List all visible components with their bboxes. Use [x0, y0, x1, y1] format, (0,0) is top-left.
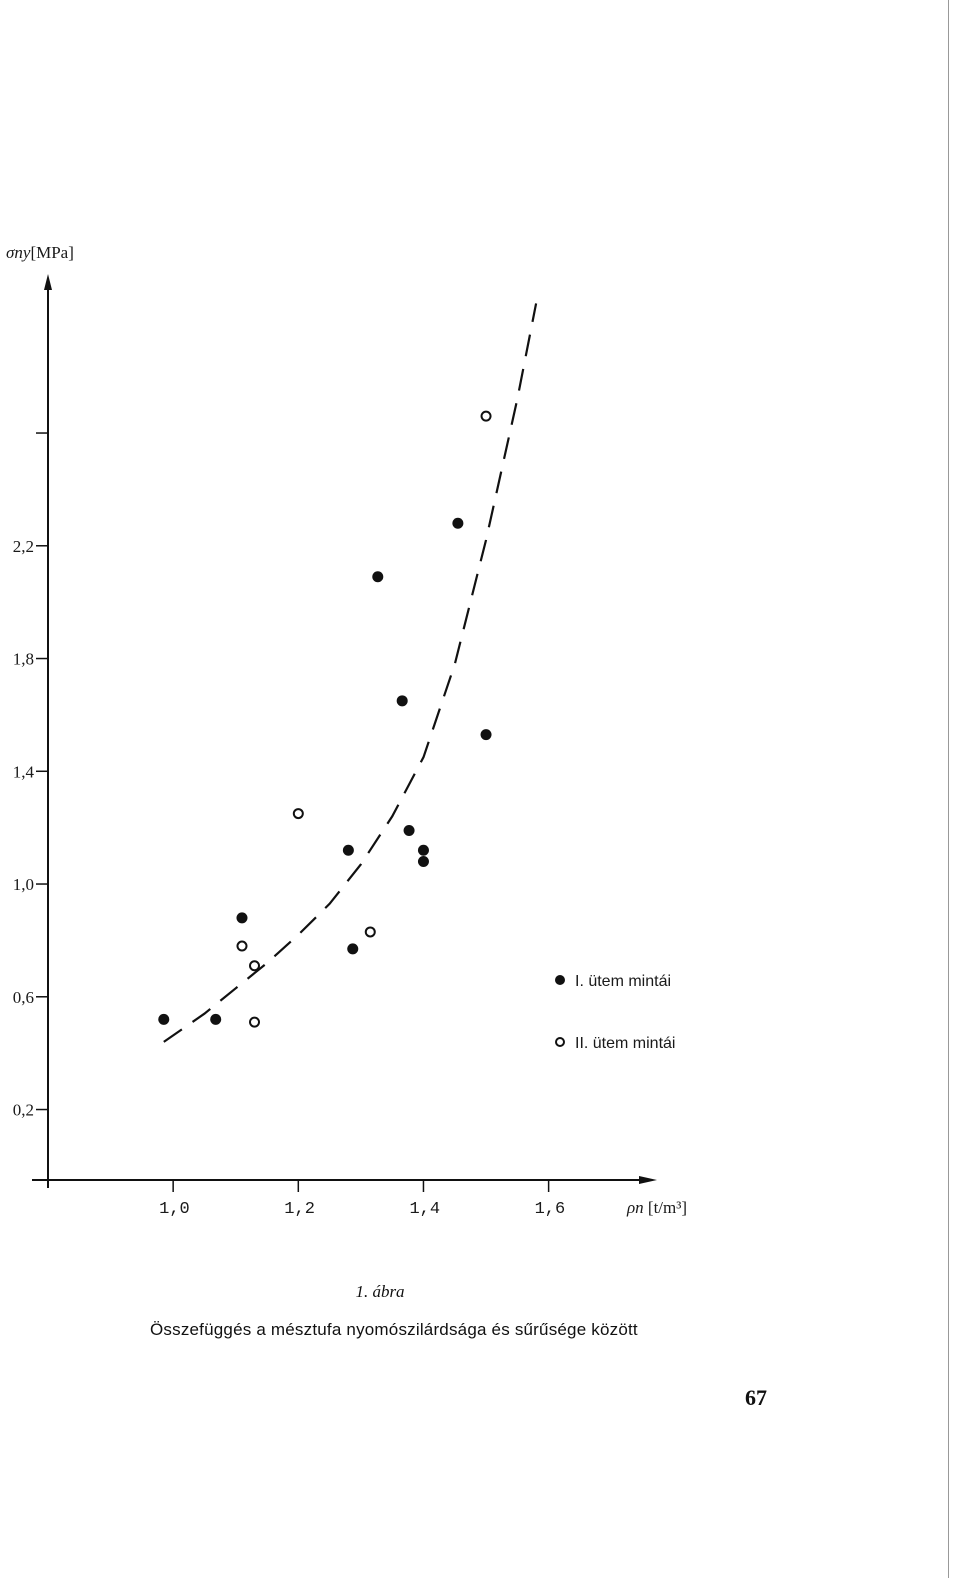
data-point-series-1: [347, 943, 359, 955]
figure-number: 1. ábra: [355, 1282, 405, 1301]
data-point-series-1: [372, 571, 384, 583]
x-tick-label: 1,4: [409, 1200, 440, 1219]
page-number: 67: [745, 1385, 767, 1410]
data-point-series-1: [452, 517, 464, 529]
data-point-series-2: [236, 940, 248, 952]
scan-edge-line: [948, 0, 949, 1578]
axis-labels: σny[MPa] ρn [t/m³]: [6, 243, 687, 1217]
chart-legend: I. ütem mintái II. ütem mintái: [555, 973, 675, 1052]
x-axis-title: ρn [t/m³]: [626, 1198, 687, 1217]
data-point-series-1: [480, 729, 492, 741]
chart-axes: [32, 274, 657, 1188]
y-tick-label: 0,6: [13, 988, 34, 1007]
x-tick-label: 1,0: [159, 1200, 190, 1219]
y-axis-symbol: σny: [6, 243, 31, 262]
trend-line: [163, 303, 538, 1043]
y-axis-arrow: [44, 274, 52, 290]
data-point-series-1: [417, 844, 429, 856]
y-tick-label: 1,8: [13, 650, 34, 669]
data-point-series-1: [158, 1013, 170, 1025]
data-point-series-1: [210, 1013, 222, 1025]
data-point-series-2: [364, 926, 376, 938]
data-point-series-2: [249, 1016, 261, 1028]
data-point-series-1: [342, 844, 354, 856]
data-point-series-2: [249, 960, 261, 972]
y-tick-label: 2,2: [13, 537, 34, 556]
legend-label: I. ütem mintái: [575, 973, 671, 990]
data-point-series-2: [480, 410, 492, 422]
y-axis-unit: [MPa]: [30, 243, 73, 262]
y-tick-label: 1,0: [13, 875, 34, 894]
data-point-series-1: [417, 855, 429, 867]
chart-ticks: 1,0 1,2 1,4 1,6 0,2 0,6 1,0 1,4 1,8 2,2: [13, 432, 566, 1219]
x-axis-unit: [t/m³]: [648, 1198, 687, 1217]
legend-label: II. ütem mintái: [575, 1035, 675, 1052]
y-tick-label: 1,4: [13, 762, 35, 781]
x-tick-label: 1,2: [284, 1200, 315, 1219]
data-points: [158, 410, 492, 1028]
legend-marker-open: [555, 1037, 565, 1047]
x-axis-symbol: ρn: [626, 1198, 648, 1217]
data-point-series-1: [236, 912, 248, 924]
figure-caption: Összefüggés a mésztufa nyomószilárdsága …: [150, 1320, 638, 1339]
x-axis-arrow: [639, 1176, 657, 1184]
data-point-series-1: [403, 824, 415, 836]
data-point-series-1: [396, 695, 408, 707]
data-point-series-2: [292, 808, 304, 820]
y-tick-label: 0,2: [13, 1101, 34, 1120]
x-tick-label: 1,6: [535, 1200, 566, 1219]
trend-line-group: [163, 303, 538, 1043]
y-axis-title: σny[MPa]: [6, 243, 74, 262]
legend-marker-filled: [555, 975, 565, 985]
